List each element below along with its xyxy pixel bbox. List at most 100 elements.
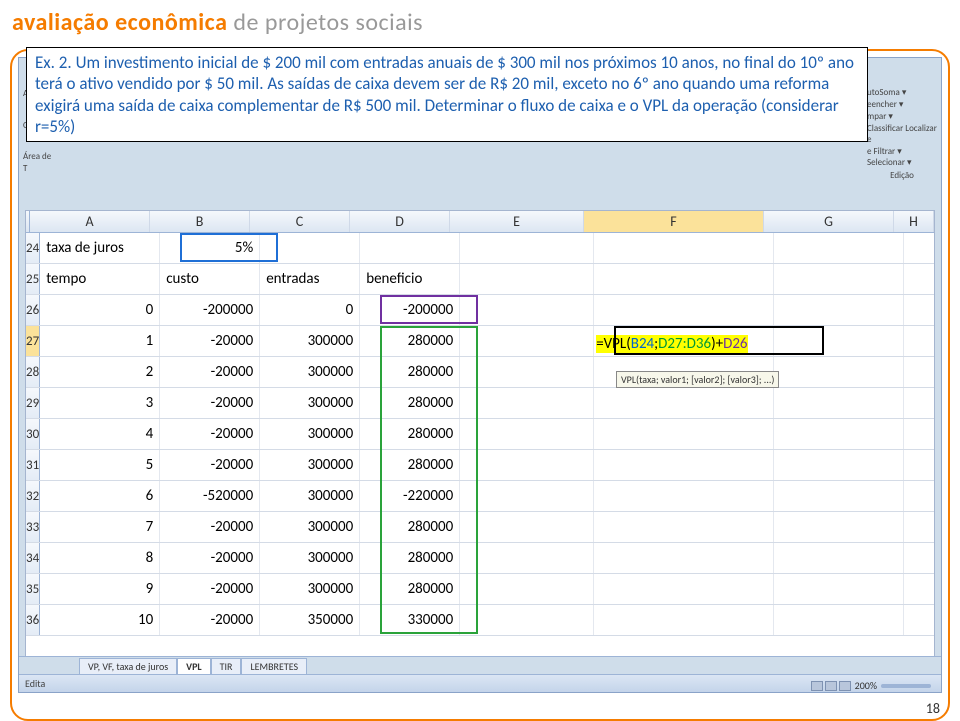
- cell[interactable]: 280000: [360, 543, 460, 573]
- row-header[interactable]: 29: [26, 388, 40, 418]
- cell[interactable]: 3: [40, 388, 160, 418]
- cell[interactable]: 300000: [260, 574, 360, 604]
- cell[interactable]: -200000: [160, 295, 260, 325]
- row-header[interactable]: 33: [26, 512, 40, 542]
- cell[interactable]: [904, 388, 934, 418]
- cell[interactable]: beneficio: [360, 264, 460, 294]
- cell[interactable]: -20000: [160, 326, 260, 356]
- column-header-B[interactable]: B: [150, 211, 250, 232]
- cell[interactable]: [460, 264, 594, 294]
- cell[interactable]: [774, 419, 904, 449]
- cell[interactable]: [594, 233, 774, 263]
- cell[interactable]: 280000: [360, 419, 460, 449]
- cell[interactable]: [904, 326, 934, 356]
- row-header[interactable]: 24: [26, 233, 40, 263]
- cell[interactable]: 350000: [260, 605, 360, 635]
- cell[interactable]: [460, 295, 594, 325]
- cell[interactable]: [460, 419, 594, 449]
- cell[interactable]: [904, 512, 934, 542]
- cell[interactable]: 6: [40, 481, 160, 511]
- row-header[interactable]: 32: [26, 481, 40, 511]
- cell[interactable]: 300000: [260, 357, 360, 387]
- sheet-tab[interactable]: TIR: [211, 658, 242, 674]
- cell[interactable]: [774, 481, 904, 511]
- cell[interactable]: 1: [40, 326, 160, 356]
- cell[interactable]: [774, 388, 904, 418]
- cell[interactable]: -20000: [160, 388, 260, 418]
- column-header-F[interactable]: F: [584, 211, 764, 232]
- cell[interactable]: [904, 419, 934, 449]
- zoom-controls[interactable]: 200%: [811, 679, 931, 692]
- cell[interactable]: [594, 419, 774, 449]
- column-header-D[interactable]: D: [350, 211, 450, 232]
- cell[interactable]: [460, 388, 594, 418]
- cell[interactable]: [904, 543, 934, 573]
- cell[interactable]: -20000: [160, 574, 260, 604]
- cell[interactable]: 280000: [360, 388, 460, 418]
- row-header[interactable]: 31: [26, 450, 40, 480]
- row-header[interactable]: 34: [26, 543, 40, 573]
- row-header[interactable]: 25: [26, 264, 40, 294]
- cell[interactable]: [594, 543, 774, 573]
- cell[interactable]: [774, 543, 904, 573]
- sheet-tab[interactable]: VP, VF, taxa de juros: [79, 658, 177, 674]
- cell[interactable]: [904, 357, 934, 387]
- column-header-C[interactable]: C: [250, 211, 350, 232]
- cell[interactable]: 280000: [360, 574, 460, 604]
- cell[interactable]: 4: [40, 419, 160, 449]
- cell[interactable]: [460, 512, 594, 542]
- cell[interactable]: 330000: [360, 605, 460, 635]
- cell[interactable]: [460, 326, 594, 356]
- cell[interactable]: 280000: [360, 326, 460, 356]
- cell[interactable]: 300000: [260, 481, 360, 511]
- cell[interactable]: 9: [40, 574, 160, 604]
- cell[interactable]: [904, 574, 934, 604]
- cell[interactable]: [460, 605, 594, 635]
- cell[interactable]: 10: [40, 605, 160, 635]
- cell[interactable]: entradas: [260, 264, 360, 294]
- cell[interactable]: -200000: [360, 295, 460, 325]
- row-header[interactable]: 26: [26, 295, 40, 325]
- cell[interactable]: [774, 450, 904, 480]
- cell[interactable]: [460, 543, 594, 573]
- cell[interactable]: [594, 264, 774, 294]
- row-header[interactable]: 28: [26, 357, 40, 387]
- cell[interactable]: [360, 233, 460, 263]
- cell[interactable]: 2: [40, 357, 160, 387]
- column-header-G[interactable]: G: [764, 211, 894, 232]
- formula-being-typed[interactable]: =VPL(B24;D27:D36)+D26: [596, 329, 747, 360]
- cell[interactable]: 300000: [260, 388, 360, 418]
- cell[interactable]: [774, 512, 904, 542]
- view-mode-icons[interactable]: [811, 681, 851, 691]
- cell[interactable]: -20000: [160, 512, 260, 542]
- spreadsheet-grid[interactable]: ABCDEFGH 24taxa de juros5%25tempocustoen…: [25, 210, 935, 666]
- cell[interactable]: custo: [160, 264, 260, 294]
- cell[interactable]: [460, 233, 594, 263]
- cell[interactable]: 7: [40, 512, 160, 542]
- cell[interactable]: -520000: [160, 481, 260, 511]
- cell[interactable]: [594, 481, 774, 511]
- sheet-tab[interactable]: VPL: [177, 658, 210, 674]
- row-header[interactable]: 36: [26, 605, 40, 635]
- cell[interactable]: [774, 295, 904, 325]
- cell[interactable]: 300000: [260, 450, 360, 480]
- cell[interactable]: [460, 450, 594, 480]
- column-header-E[interactable]: E: [450, 211, 584, 232]
- cell[interactable]: taxa de juros: [40, 233, 160, 263]
- cell[interactable]: [260, 233, 360, 263]
- cell[interactable]: [904, 264, 934, 294]
- cell[interactable]: -20000: [160, 357, 260, 387]
- cell[interactable]: 300000: [260, 512, 360, 542]
- cell[interactable]: -20000: [160, 605, 260, 635]
- cell[interactable]: [774, 605, 904, 635]
- cell[interactable]: -220000: [360, 481, 460, 511]
- cell[interactable]: 5%: [160, 233, 260, 263]
- cell[interactable]: 300000: [260, 543, 360, 573]
- cell[interactable]: [594, 295, 774, 325]
- cell[interactable]: =VPL(B24;D27:D36)+D26: [594, 326, 774, 356]
- cell[interactable]: [774, 326, 904, 356]
- cell[interactable]: [594, 605, 774, 635]
- cell[interactable]: [904, 481, 934, 511]
- cell[interactable]: [904, 233, 934, 263]
- row-header[interactable]: 35: [26, 574, 40, 604]
